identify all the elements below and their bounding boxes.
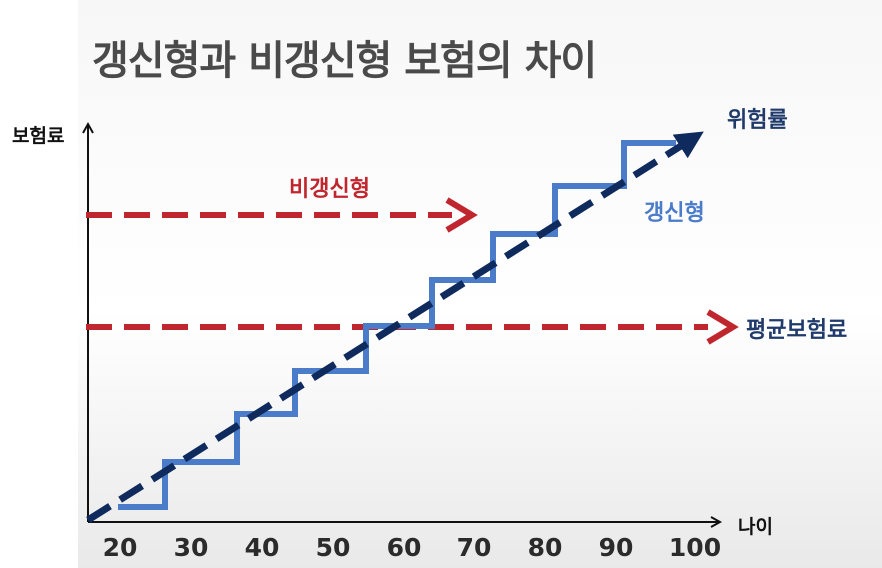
risk-rate-label: 위험률 (727, 108, 788, 133)
x-axis-arrow-icon (710, 516, 723, 528)
renewable-label: 갱신형 (644, 201, 705, 226)
x-tick-label: 40 (244, 533, 280, 562)
risk-rate-line (86, 131, 704, 523)
x-tick-label: 100 (668, 533, 722, 562)
non-renewable-arrow-icon (445, 197, 478, 233)
average-premium-arrow-icon (706, 309, 739, 345)
diagram-title: 갱신형과 비갱신형 보험의 차이 (92, 38, 597, 84)
y-axis-arrow-icon (82, 121, 94, 134)
diagram-panel (78, 0, 882, 568)
non-renewable-label: 비갱신형 (289, 177, 370, 202)
x-tick-label: 60 (386, 533, 422, 562)
x-tick-label: 50 (315, 533, 351, 562)
x-tick-label: 80 (527, 533, 563, 562)
average-premium-label: 평균보험료 (746, 318, 848, 343)
x-tick-label: 90 (598, 533, 634, 562)
x-tick-label: 20 (102, 533, 138, 562)
x-tick-label: 70 (456, 533, 492, 562)
x-tick-label: 30 (173, 533, 209, 562)
y-axis-label: 보험료 (12, 125, 65, 147)
x-axis-label: 나이 (738, 516, 773, 538)
